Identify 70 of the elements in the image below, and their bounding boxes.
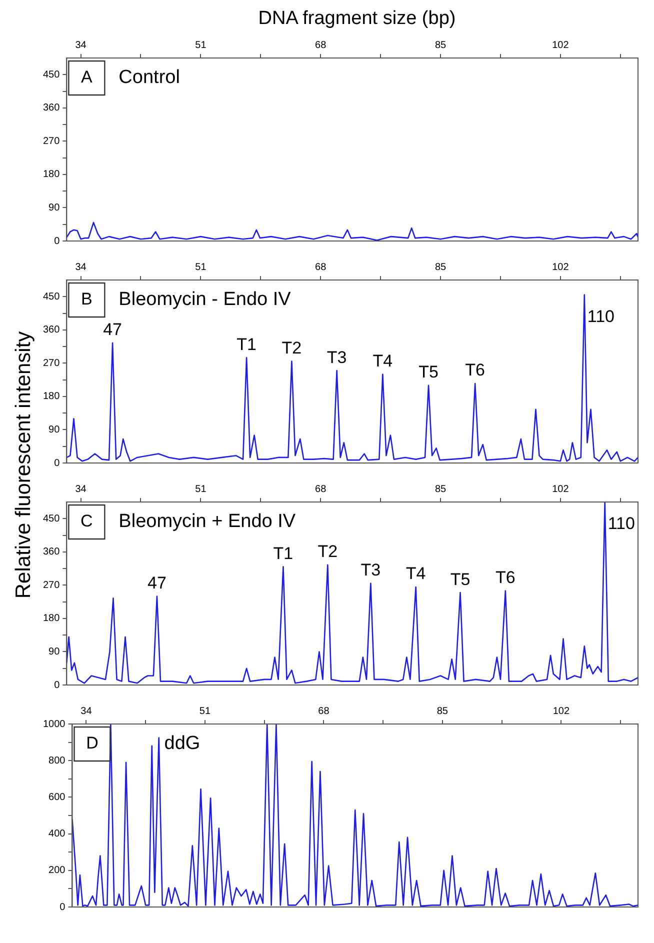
y-tick-label: 1000 [42, 718, 66, 730]
x-tick-label: 85 [434, 262, 447, 273]
y-tick-label: 270 [42, 136, 60, 147]
y-tick-label: 270 [42, 358, 60, 369]
y-tick-label: 800 [48, 755, 66, 766]
annotation: A [81, 68, 94, 87]
y-tick-label: 0 [60, 902, 66, 913]
annotation: B [81, 290, 92, 309]
annotation: T3 [326, 348, 347, 367]
annotation: T1 [273, 544, 294, 563]
text: Bleomycin - Endo IV [118, 289, 292, 310]
annotation: T5 [418, 362, 438, 382]
y-tick-label: 180 [42, 613, 60, 624]
x-tick-label: 85 [434, 40, 447, 51]
x-tick-label: 68 [318, 706, 330, 717]
annotation: T2 [318, 542, 338, 562]
x-tick-label: 34 [80, 706, 92, 717]
y-tick-label: 450 [42, 291, 60, 302]
y-tick-label: 360 [42, 102, 60, 114]
text: ddG [164, 733, 200, 754]
annotation: D [86, 734, 98, 753]
annotation: 110 [587, 306, 615, 326]
annotation: T3 [360, 560, 381, 580]
x-tick-label: 68 [315, 262, 327, 273]
y-tick-label: 90 [48, 424, 60, 436]
y-tick-label: 0 [54, 458, 60, 469]
annotation: 47 [148, 573, 166, 592]
x-axis-title: DNA fragment size (bp) [257, 8, 457, 31]
annotation: T2 [282, 338, 302, 358]
x-tick-label: 51 [195, 40, 207, 51]
x-tick-label: 34 [75, 262, 87, 273]
x-tick-label: 102 [552, 706, 570, 717]
annotation: T6 [495, 568, 516, 587]
annotation: 47 [103, 320, 122, 340]
annotation: T4 [372, 351, 393, 370]
text: Control [118, 67, 180, 88]
annotation: C [80, 512, 93, 531]
x-tick-label: 102 [552, 484, 570, 495]
y-axis-title: Relative fluorescent intensity [12, 331, 36, 599]
y-tick-label: 0 [54, 236, 60, 247]
annotation: 110 [608, 514, 635, 534]
x-tick-label: 34 [75, 40, 87, 51]
y-tick-label: 90 [48, 646, 60, 658]
y-tick-label: 450 [42, 513, 60, 524]
x-tick-label: 85 [436, 706, 448, 717]
y-tick-label: 600 [48, 792, 66, 803]
annotation: T4 [406, 564, 426, 584]
y-tick-label: 90 [48, 202, 60, 214]
y-tick-label: 180 [42, 169, 60, 180]
x-tick-label: 34 [75, 484, 87, 495]
annotation: T6 [465, 360, 485, 380]
annotation: T5 [450, 570, 470, 589]
text: Bleomycin + Endo IV [118, 511, 296, 532]
y-tick-label: 270 [42, 580, 60, 591]
x-tick-label: 68 [315, 40, 327, 51]
x-tick-label: 102 [552, 262, 570, 273]
x-tick-label: 51 [195, 262, 207, 273]
x-tick-label: 51 [195, 484, 207, 495]
x-tick-label: 68 [315, 484, 327, 495]
x-tick-label: 85 [434, 484, 447, 495]
x-tick-label: 51 [199, 706, 211, 717]
y-tick-label: 180 [42, 391, 60, 402]
y-tick-label: 400 [48, 828, 66, 840]
annotation: T1 [236, 334, 256, 354]
y-tick-label: 360 [42, 324, 60, 336]
y-tick-label: 200 [48, 865, 66, 876]
x-tick-label: 102 [552, 40, 570, 51]
y-tick-label: 0 [54, 680, 60, 691]
y-tick-label: 360 [42, 546, 60, 558]
y-tick-label: 450 [42, 69, 60, 80]
